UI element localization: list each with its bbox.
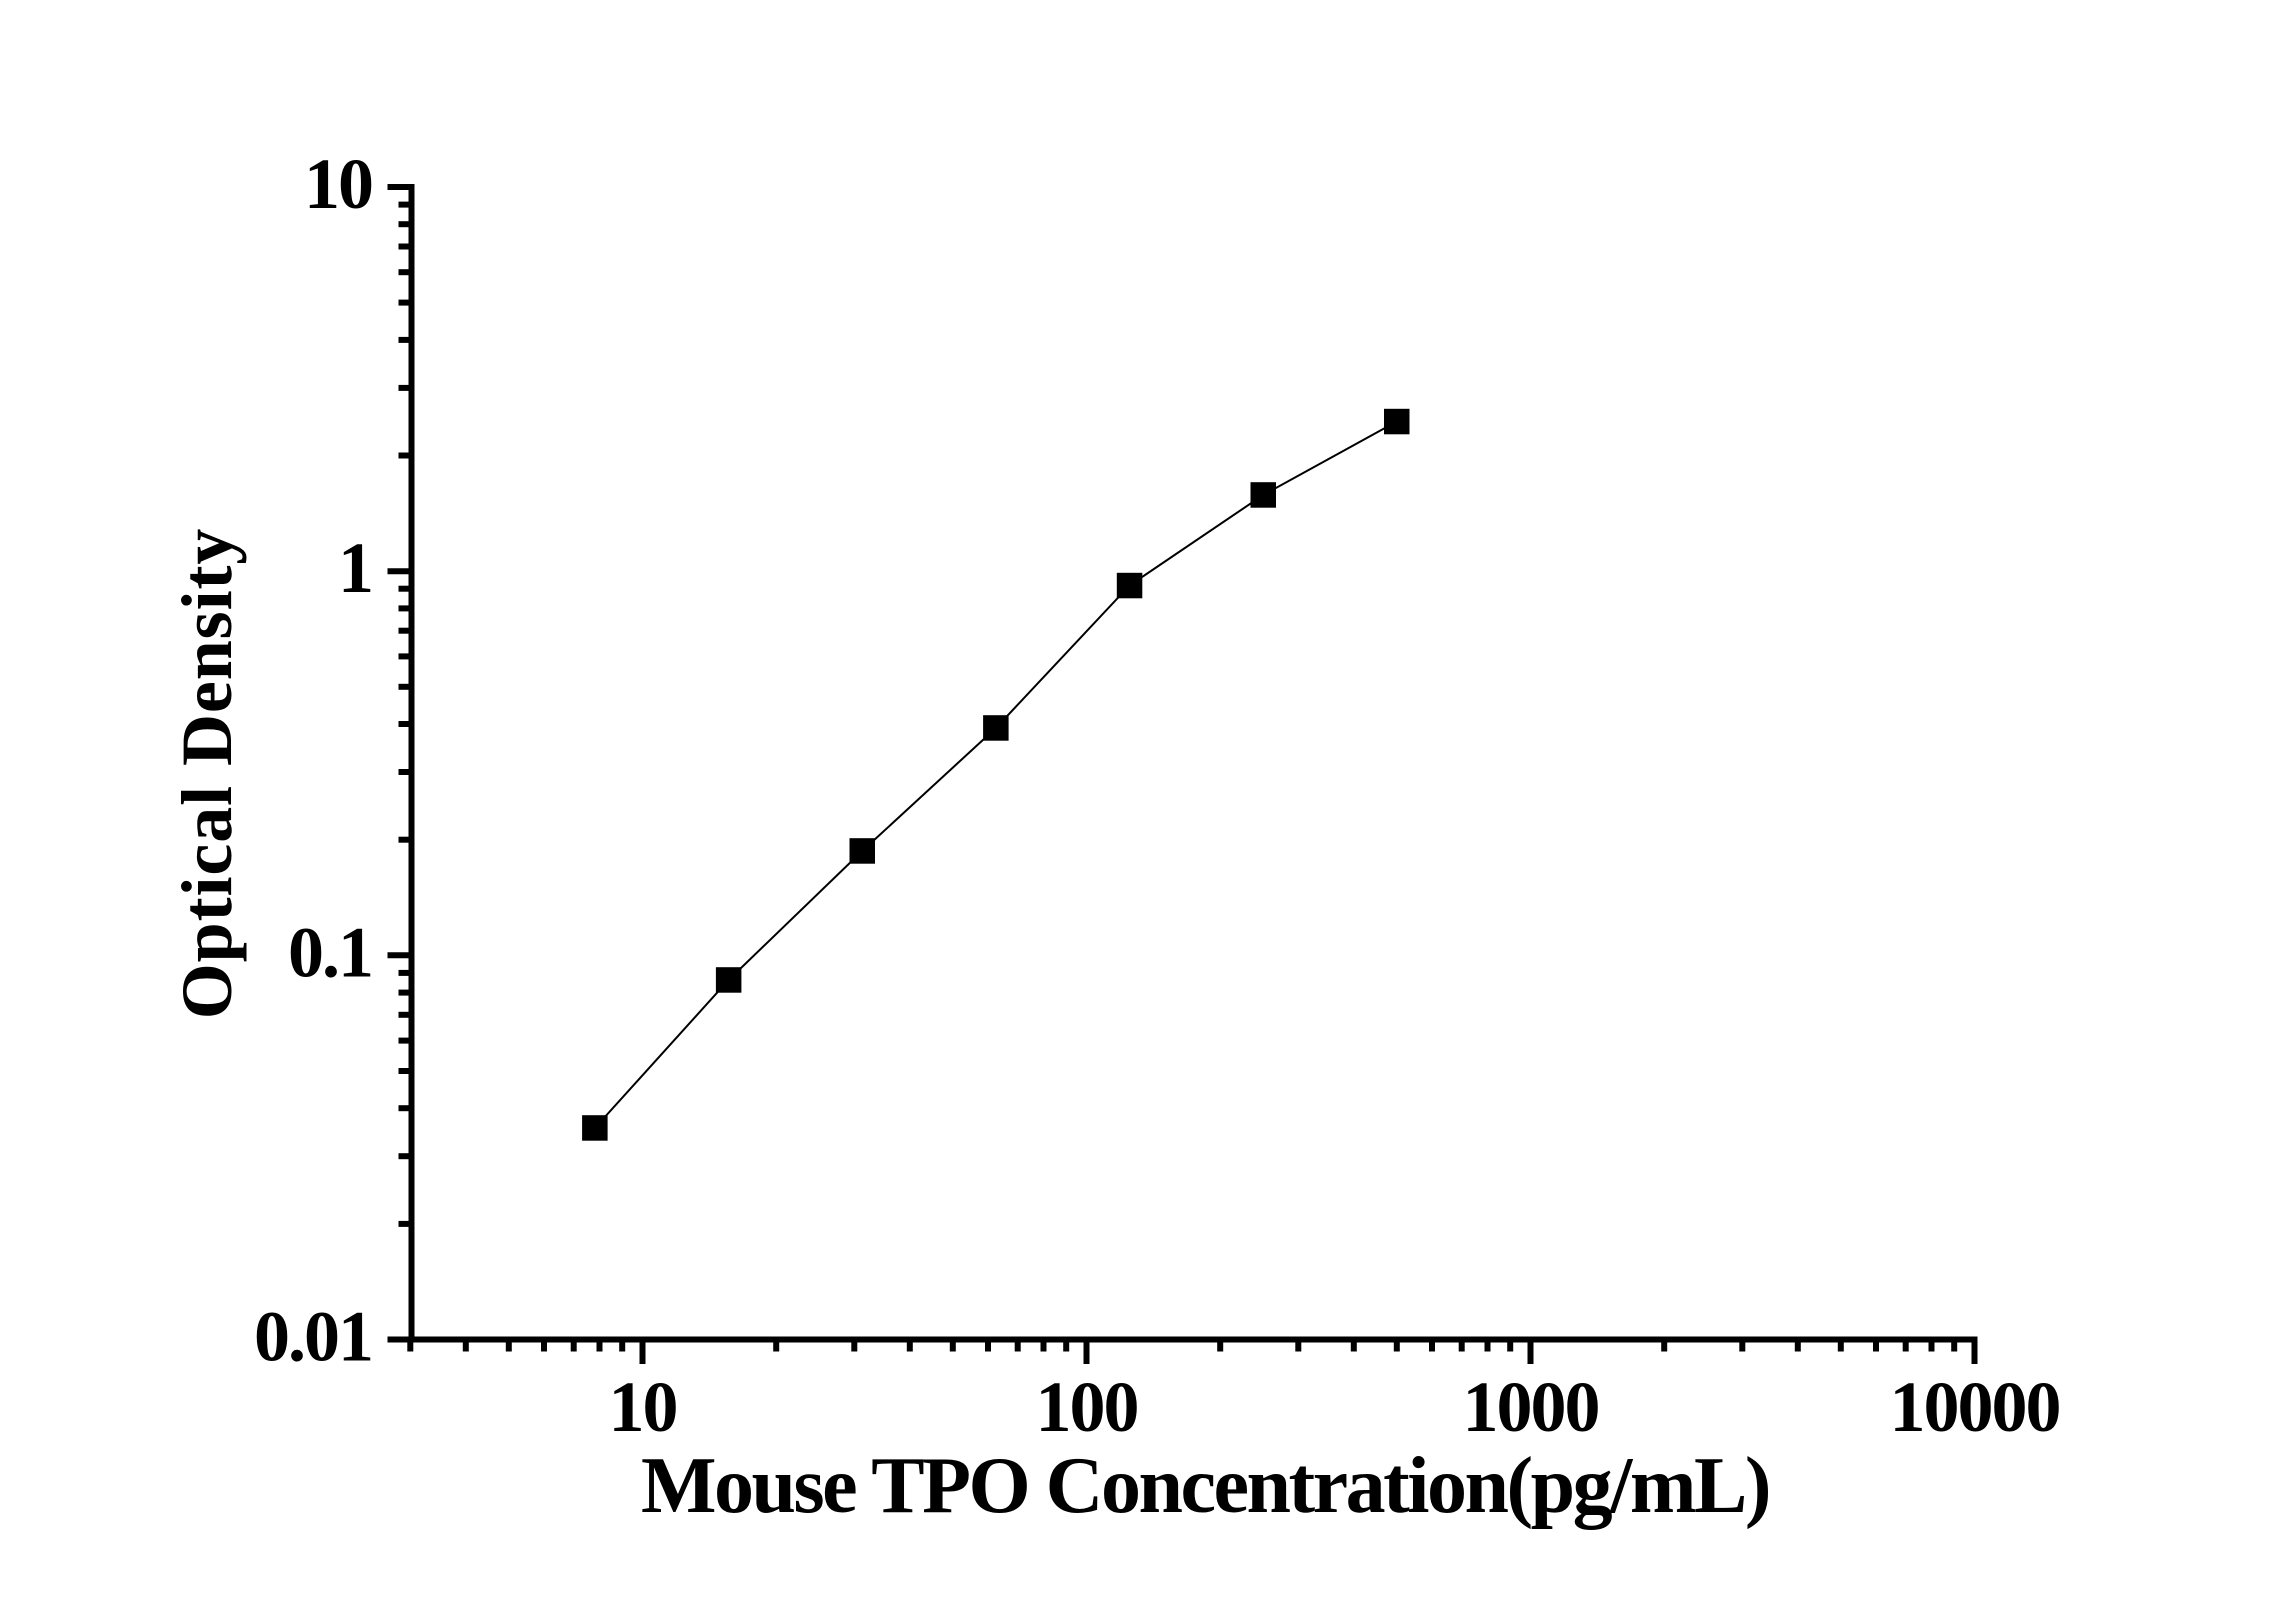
svg-text:0.1: 0.1 (288, 912, 372, 992)
svg-text:0.01: 0.01 (254, 1297, 372, 1377)
svg-text:1: 1 (338, 528, 372, 608)
svg-text:Optical Density: Optical Density (167, 528, 247, 1019)
svg-text:10: 10 (609, 1367, 677, 1447)
svg-text:10000: 10000 (1890, 1367, 2060, 1447)
svg-text:100: 100 (1036, 1367, 1138, 1447)
svg-text:1000: 1000 (1463, 1367, 1599, 1447)
svg-text:10: 10 (304, 144, 372, 224)
svg-text:Mouse TPO Concentration(pg/mL): Mouse TPO Concentration(pg/mL) (641, 1442, 1769, 1530)
